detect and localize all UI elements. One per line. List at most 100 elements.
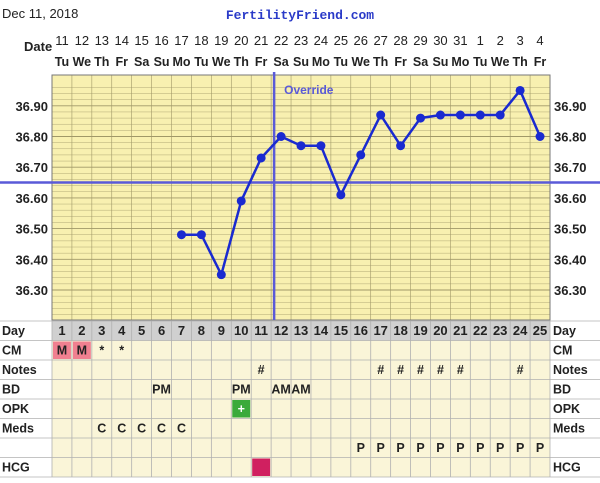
row-label-left-notes: Notes	[2, 363, 37, 377]
cell-value-extra: P	[436, 441, 444, 455]
date-label: 4	[536, 33, 543, 48]
y-tick-label-right: 36.60	[554, 191, 587, 206]
date-label: 2	[497, 33, 504, 48]
y-tick-label-left: 36.70	[15, 160, 48, 175]
date-label: 20	[234, 33, 248, 48]
y-tick-label-left: 36.40	[15, 252, 48, 267]
y-tick-label-right: 36.50	[554, 222, 587, 237]
temperature-point	[176, 230, 186, 240]
cycle-day-label: 19	[413, 323, 427, 338]
weekday-label: We	[351, 55, 370, 69]
temperature-point	[416, 113, 426, 123]
y-tick-label-left: 36.90	[15, 99, 48, 114]
cycle-day-label: 7	[178, 323, 185, 338]
temperature-point	[396, 141, 406, 151]
cell-value-notes: #	[457, 363, 464, 377]
y-tick-label-left: 36.30	[15, 283, 48, 298]
cell-highlight-cm	[72, 341, 91, 359]
cell-value-meds: C	[157, 422, 166, 436]
weekday-label: Su	[293, 55, 309, 69]
cell-value-cm: M	[57, 344, 67, 358]
date-label: 24	[314, 33, 328, 48]
temperature-point	[495, 110, 505, 120]
weekday-label: Fr	[115, 55, 128, 69]
date-label: 25	[334, 33, 348, 48]
cycle-day-label: 14	[314, 323, 329, 338]
cell-value-notes: #	[437, 363, 444, 377]
temperature-point	[435, 110, 445, 120]
override-label: Override	[284, 83, 334, 97]
temperature-point	[236, 196, 246, 206]
cell-value-extra: P	[496, 441, 504, 455]
cell-value-extra: P	[357, 441, 365, 455]
date-label: 17	[174, 33, 188, 48]
temperature-point	[336, 190, 346, 200]
weekday-label: We	[212, 55, 231, 69]
cell-value-notes: #	[517, 363, 524, 377]
row-label-right-meds: Meds	[553, 422, 585, 436]
plot-area: 11Tu12We13Th14Fr15Sa16Su17Mo18Tu19We20Th…	[0, 33, 600, 321]
temperature-point	[296, 141, 306, 151]
cell-value-opk: +	[238, 402, 245, 416]
date-label: 26	[354, 33, 368, 48]
cell-value-cm: *	[119, 344, 124, 358]
row-label-left-meds: Meds	[2, 422, 34, 436]
date-label: 19	[214, 33, 228, 48]
cell-value-extra: P	[377, 441, 385, 455]
date-label: 12	[75, 33, 89, 48]
cell-value-notes: #	[377, 363, 384, 377]
date-label: 22	[274, 33, 288, 48]
cycle-day-label: 6	[158, 323, 165, 338]
temperature-point	[475, 110, 485, 120]
date-label: 15	[134, 33, 148, 48]
date-label: 31	[453, 33, 467, 48]
weekday-label: Th	[512, 55, 527, 69]
row-background-hcg	[52, 457, 550, 477]
row-background-meds	[52, 418, 550, 438]
cycle-day-label: 15	[334, 323, 348, 338]
row-label-left-opk: OPK	[2, 402, 29, 416]
row-label-left-hcg: HCG	[2, 461, 30, 475]
temperature-point	[356, 150, 366, 160]
weekday-label: Fr	[534, 55, 547, 69]
cycle-day-label: 10	[234, 323, 248, 338]
cell-value-bd: PM	[232, 383, 251, 397]
date-label: 30	[433, 33, 447, 48]
row-label-left-cm: CM	[2, 344, 21, 358]
cycle-day-label: 25	[533, 323, 547, 338]
cycle-day-label: 16	[354, 323, 368, 338]
day-row-background	[52, 321, 550, 341]
weekday-label: Sa	[273, 55, 289, 69]
row-background-bd	[52, 379, 550, 399]
date-label: 3	[517, 33, 524, 48]
row-background-cm	[52, 340, 550, 360]
weekday-label: Fr	[255, 55, 268, 69]
x-axis-label: Date	[24, 39, 52, 54]
y-tick-label-left: 36.80	[15, 130, 48, 145]
plot-border	[51, 74, 551, 321]
temperature-point	[515, 85, 525, 95]
row-label-right-opk: OPK	[553, 402, 580, 416]
weekday-label: Th	[373, 55, 388, 69]
row-label-right-day: Day	[553, 324, 576, 338]
row-label-left-day: Day	[2, 324, 25, 338]
cell-highlight-cm	[53, 341, 71, 359]
y-tick-label-right: 36.80	[554, 130, 587, 145]
cell-value-meds: C	[177, 422, 186, 436]
weekday-label: Tu	[194, 55, 208, 69]
cycle-day-label: 9	[218, 323, 225, 338]
cell-value-notes: #	[417, 363, 424, 377]
cycle-day-label: 22	[473, 323, 487, 338]
temperature-point	[276, 132, 286, 141]
weekday-label: Sa	[413, 55, 429, 69]
weekday-label: Mo	[312, 55, 330, 69]
temperature-point	[455, 110, 465, 120]
date-label: 11	[55, 33, 69, 48]
cell-value-meds: C	[137, 422, 146, 436]
date-label: 1	[477, 33, 484, 48]
cell-value-notes: #	[258, 363, 265, 377]
weekday-label: We	[73, 55, 92, 69]
temperature-point	[256, 153, 266, 163]
